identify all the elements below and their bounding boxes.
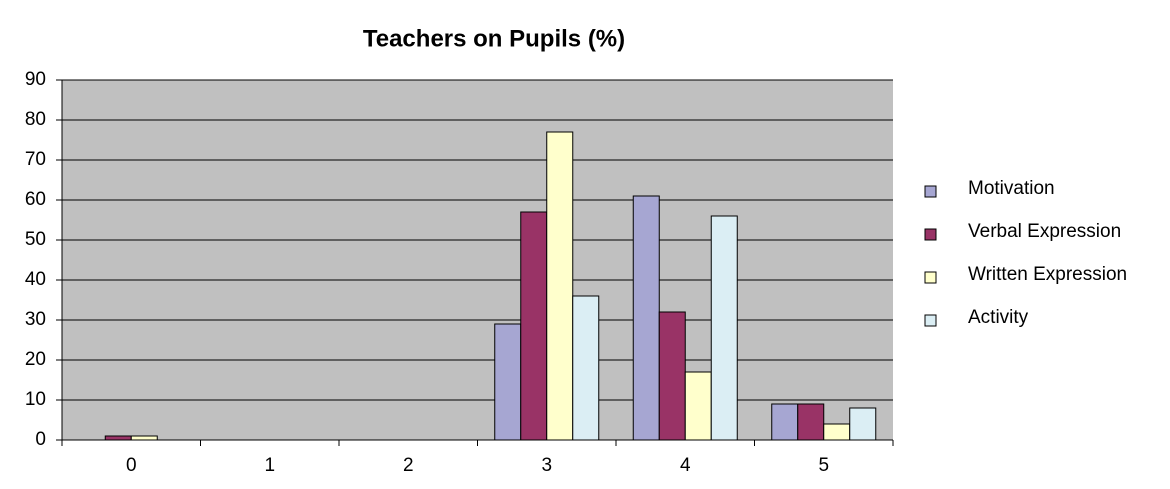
y-tick-label: 90 (25, 69, 46, 90)
bar (823, 423, 851, 441)
bar (104, 435, 132, 441)
bar (771, 403, 799, 441)
y-tick-label: 30 (25, 309, 46, 330)
legend-label: Written Expression (968, 264, 1127, 285)
y-tick-label: 70 (25, 149, 46, 170)
bar (797, 403, 825, 441)
bar (658, 311, 686, 441)
chart-title: Teachers on Pupils (%) (363, 25, 625, 52)
y-tick-label: 50 (25, 229, 46, 250)
legend-swatch (924, 228, 937, 241)
legend-swatch (924, 185, 937, 198)
bar (710, 215, 738, 441)
x-tick-label: 0 (126, 455, 137, 476)
y-tick-label: 40 (25, 269, 46, 290)
y-tick-label: 10 (25, 389, 46, 410)
bar (632, 195, 660, 441)
legend-swatch (924, 314, 937, 327)
x-tick-label: 5 (818, 455, 829, 476)
y-tick-label: 20 (25, 349, 46, 370)
x-tick-label: 2 (403, 455, 414, 476)
x-tick-label: 3 (541, 455, 552, 476)
x-tick-label: 1 (264, 455, 275, 476)
plot-area (62, 80, 893, 440)
y-tick-label: 0 (35, 429, 46, 450)
legend-swatch (924, 271, 937, 284)
bar (130, 435, 158, 441)
legend-label: Verbal Expression (968, 221, 1121, 242)
bar (546, 131, 574, 441)
y-tick-label: 60 (25, 189, 46, 210)
x-tick-label: 4 (680, 455, 691, 476)
bar (684, 371, 712, 441)
bar (849, 407, 877, 441)
bar (494, 323, 522, 441)
y-tick-label: 80 (25, 109, 46, 130)
bar (520, 211, 548, 441)
legend-label: Activity (968, 307, 1029, 328)
legend-label: Motivation (968, 178, 1055, 199)
bar (572, 295, 600, 441)
